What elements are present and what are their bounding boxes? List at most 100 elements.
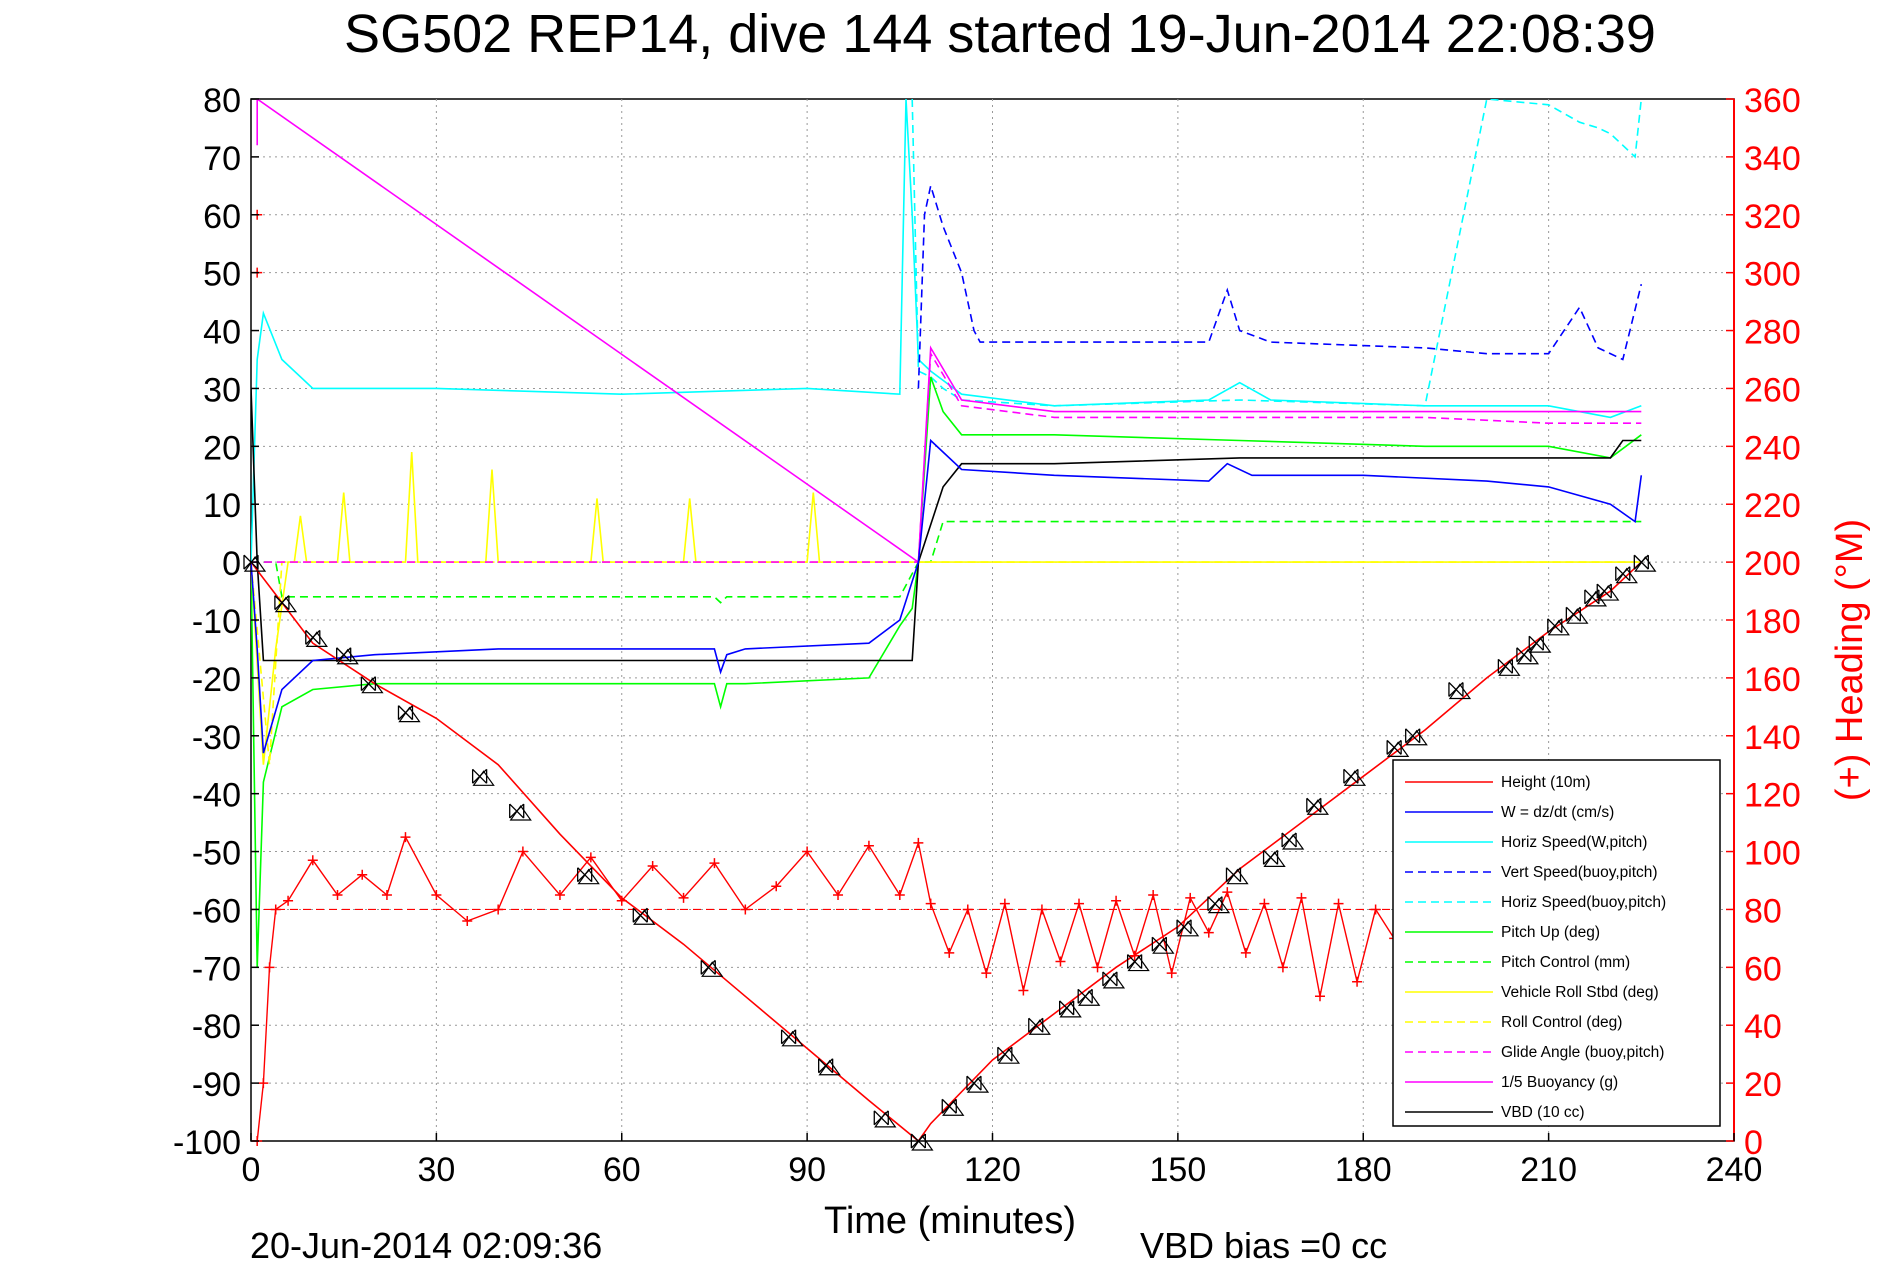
depth-marker-triangle-0 bbox=[243, 556, 267, 572]
depth-marker-triangle-8 bbox=[577, 868, 600, 885]
depth-marker-triangle-31 bbox=[1386, 741, 1410, 757]
depth-marker-24 bbox=[1176, 919, 1200, 937]
heading-marker-27 bbox=[925, 898, 936, 909]
depth-marker-triangle-27 bbox=[1263, 851, 1286, 867]
right-y-axis: 0 20 40 60 80 100 120 140 160 180 200 220 240 260 280 3… bbox=[1726, 82, 1801, 1162]
depth-marker-triangle-1 bbox=[274, 596, 298, 613]
depth-marker-triangle-37 bbox=[1547, 619, 1570, 636]
depth-marker-1 bbox=[274, 595, 298, 613]
heading-marker-11 bbox=[462, 916, 473, 927]
x-tick-label-5: 150 bbox=[1150, 1151, 1207, 1189]
legend-label-10: 1/5 Buoyancy (g) bbox=[1501, 1074, 1618, 1091]
heading-marker-36 bbox=[1092, 962, 1103, 973]
heading-marker-45 bbox=[1259, 898, 1270, 909]
depth-marker-8 bbox=[577, 867, 600, 885]
heading-marker-2 bbox=[264, 962, 275, 973]
depth-marker-30 bbox=[1343, 768, 1367, 786]
x-tick-label-2: 60 bbox=[603, 1151, 641, 1189]
depth-marker-triangle-38 bbox=[1566, 608, 1589, 624]
heading-marker-37 bbox=[1111, 895, 1122, 906]
right-tick-label-14: 280 bbox=[1744, 314, 1801, 352]
series-line-3 bbox=[917, 182, 1643, 389]
depth-marker-triangle-34 bbox=[1498, 660, 1521, 676]
depth-marker-9 bbox=[632, 907, 656, 925]
depth-marker-19 bbox=[1059, 1000, 1082, 1018]
depth-marker-38 bbox=[1565, 606, 1589, 624]
heading-marker-43 bbox=[1222, 887, 1233, 898]
depth-marker-triangle-29 bbox=[1306, 799, 1329, 815]
left-tick-label-0: -100 bbox=[173, 1124, 241, 1162]
depth-marker-triangle-23 bbox=[1152, 938, 1175, 954]
left-tick-label-2: -80 bbox=[192, 1008, 241, 1046]
heading-marker-50 bbox=[1352, 976, 1363, 987]
depth-marker-10 bbox=[700, 959, 724, 977]
depth-marker-triangle-25 bbox=[1207, 897, 1231, 914]
heading-marker-8 bbox=[381, 889, 392, 900]
right-tick-label-6: 120 bbox=[1744, 777, 1801, 815]
series-line-10 bbox=[256, 99, 1642, 564]
right-tick-label-15: 300 bbox=[1744, 256, 1801, 294]
right-tick-label-5: 100 bbox=[1744, 835, 1801, 873]
right-tick-label-18: 360 bbox=[1744, 82, 1801, 120]
heading-marker-41 bbox=[1185, 892, 1196, 903]
heading-marker-1 bbox=[258, 1078, 269, 1089]
depth-marker-triangle-5 bbox=[398, 706, 421, 723]
depth-marker-triangle-15 bbox=[942, 1100, 965, 1116]
left-tick-label-10: 0 bbox=[222, 545, 241, 583]
series-line-11 bbox=[251, 388, 1642, 662]
x-tick-label-8: 240 bbox=[1706, 1151, 1763, 1189]
right-tick-label-3: 60 bbox=[1744, 950, 1782, 988]
depth-marker-triangle-16 bbox=[966, 1077, 990, 1093]
left-tick-label-18: 80 bbox=[203, 82, 241, 120]
right-tick-label-1: 20 bbox=[1744, 1066, 1782, 1104]
left-tick-label-17: 70 bbox=[203, 140, 241, 178]
depth-marker-14 bbox=[910, 1133, 934, 1151]
heading-marker-44 bbox=[1240, 947, 1251, 958]
depth-marker-18 bbox=[1028, 1017, 1051, 1035]
heading-marker-14 bbox=[554, 889, 565, 900]
depth-marker-3 bbox=[336, 647, 359, 665]
left-tick-label-16: 60 bbox=[203, 198, 241, 236]
depth-marker-29 bbox=[1306, 797, 1329, 815]
heading-marker-30 bbox=[981, 968, 992, 979]
depth-marker-triangle-17 bbox=[997, 1048, 1021, 1064]
left-tick-label-1: -90 bbox=[192, 1066, 241, 1104]
left-tick-label-6: -40 bbox=[192, 777, 241, 815]
right-tick-label-4: 80 bbox=[1744, 892, 1782, 930]
depth-marker-20 bbox=[1077, 988, 1101, 1006]
depth-marker-5 bbox=[397, 705, 421, 723]
series-line-2 bbox=[251, 99, 1642, 563]
depth-marker-12 bbox=[818, 1058, 841, 1076]
end-timestamp: 20-Jun-2014 02:09:36 bbox=[250, 1225, 602, 1262]
heading-marker-31 bbox=[999, 898, 1010, 909]
depth-marker-triangle-6 bbox=[472, 770, 495, 786]
depth-marker-2 bbox=[305, 629, 328, 647]
legend-label-7: Vehicle Roll Stbd (deg) bbox=[1501, 984, 1659, 1001]
depth-marker-triangle-9 bbox=[633, 909, 656, 925]
heading-marker-13 bbox=[517, 846, 528, 857]
depth-marker-triangle-36 bbox=[1529, 637, 1552, 653]
depth-marker-37 bbox=[1547, 618, 1570, 636]
depth-marker-21 bbox=[1102, 971, 1126, 989]
x-tick-label-1: 30 bbox=[417, 1151, 455, 1189]
heading-marker-48 bbox=[1315, 991, 1325, 1002]
heading-marker-34 bbox=[1055, 956, 1066, 967]
heading-marker-49 bbox=[1333, 898, 1344, 909]
depth-marker-triangle-21 bbox=[1102, 972, 1126, 989]
depth-marker-triangle-28 bbox=[1281, 833, 1305, 850]
depth-marker-17 bbox=[997, 1046, 1021, 1064]
heading-marker-35 bbox=[1074, 898, 1085, 909]
left-tick-label-14: 40 bbox=[203, 314, 241, 352]
depth-marker-triangle-33 bbox=[1448, 683, 1472, 700]
chart-title: SG502 REP14, dive 144 started 19-Jun-201… bbox=[344, 4, 1656, 64]
heading-marker-10 bbox=[431, 889, 442, 900]
right-tick-label-10: 200 bbox=[1744, 545, 1801, 583]
depth-marker-7 bbox=[509, 803, 532, 821]
x-tick-label-3: 90 bbox=[788, 1151, 826, 1189]
heading-marker-6 bbox=[332, 889, 343, 900]
heading-marker-7 bbox=[357, 869, 368, 880]
legend-label-6: Pitch Control (mm) bbox=[1501, 954, 1630, 971]
depth-marker-23 bbox=[1151, 936, 1175, 954]
depth-marker-triangle-41 bbox=[1615, 567, 1638, 584]
